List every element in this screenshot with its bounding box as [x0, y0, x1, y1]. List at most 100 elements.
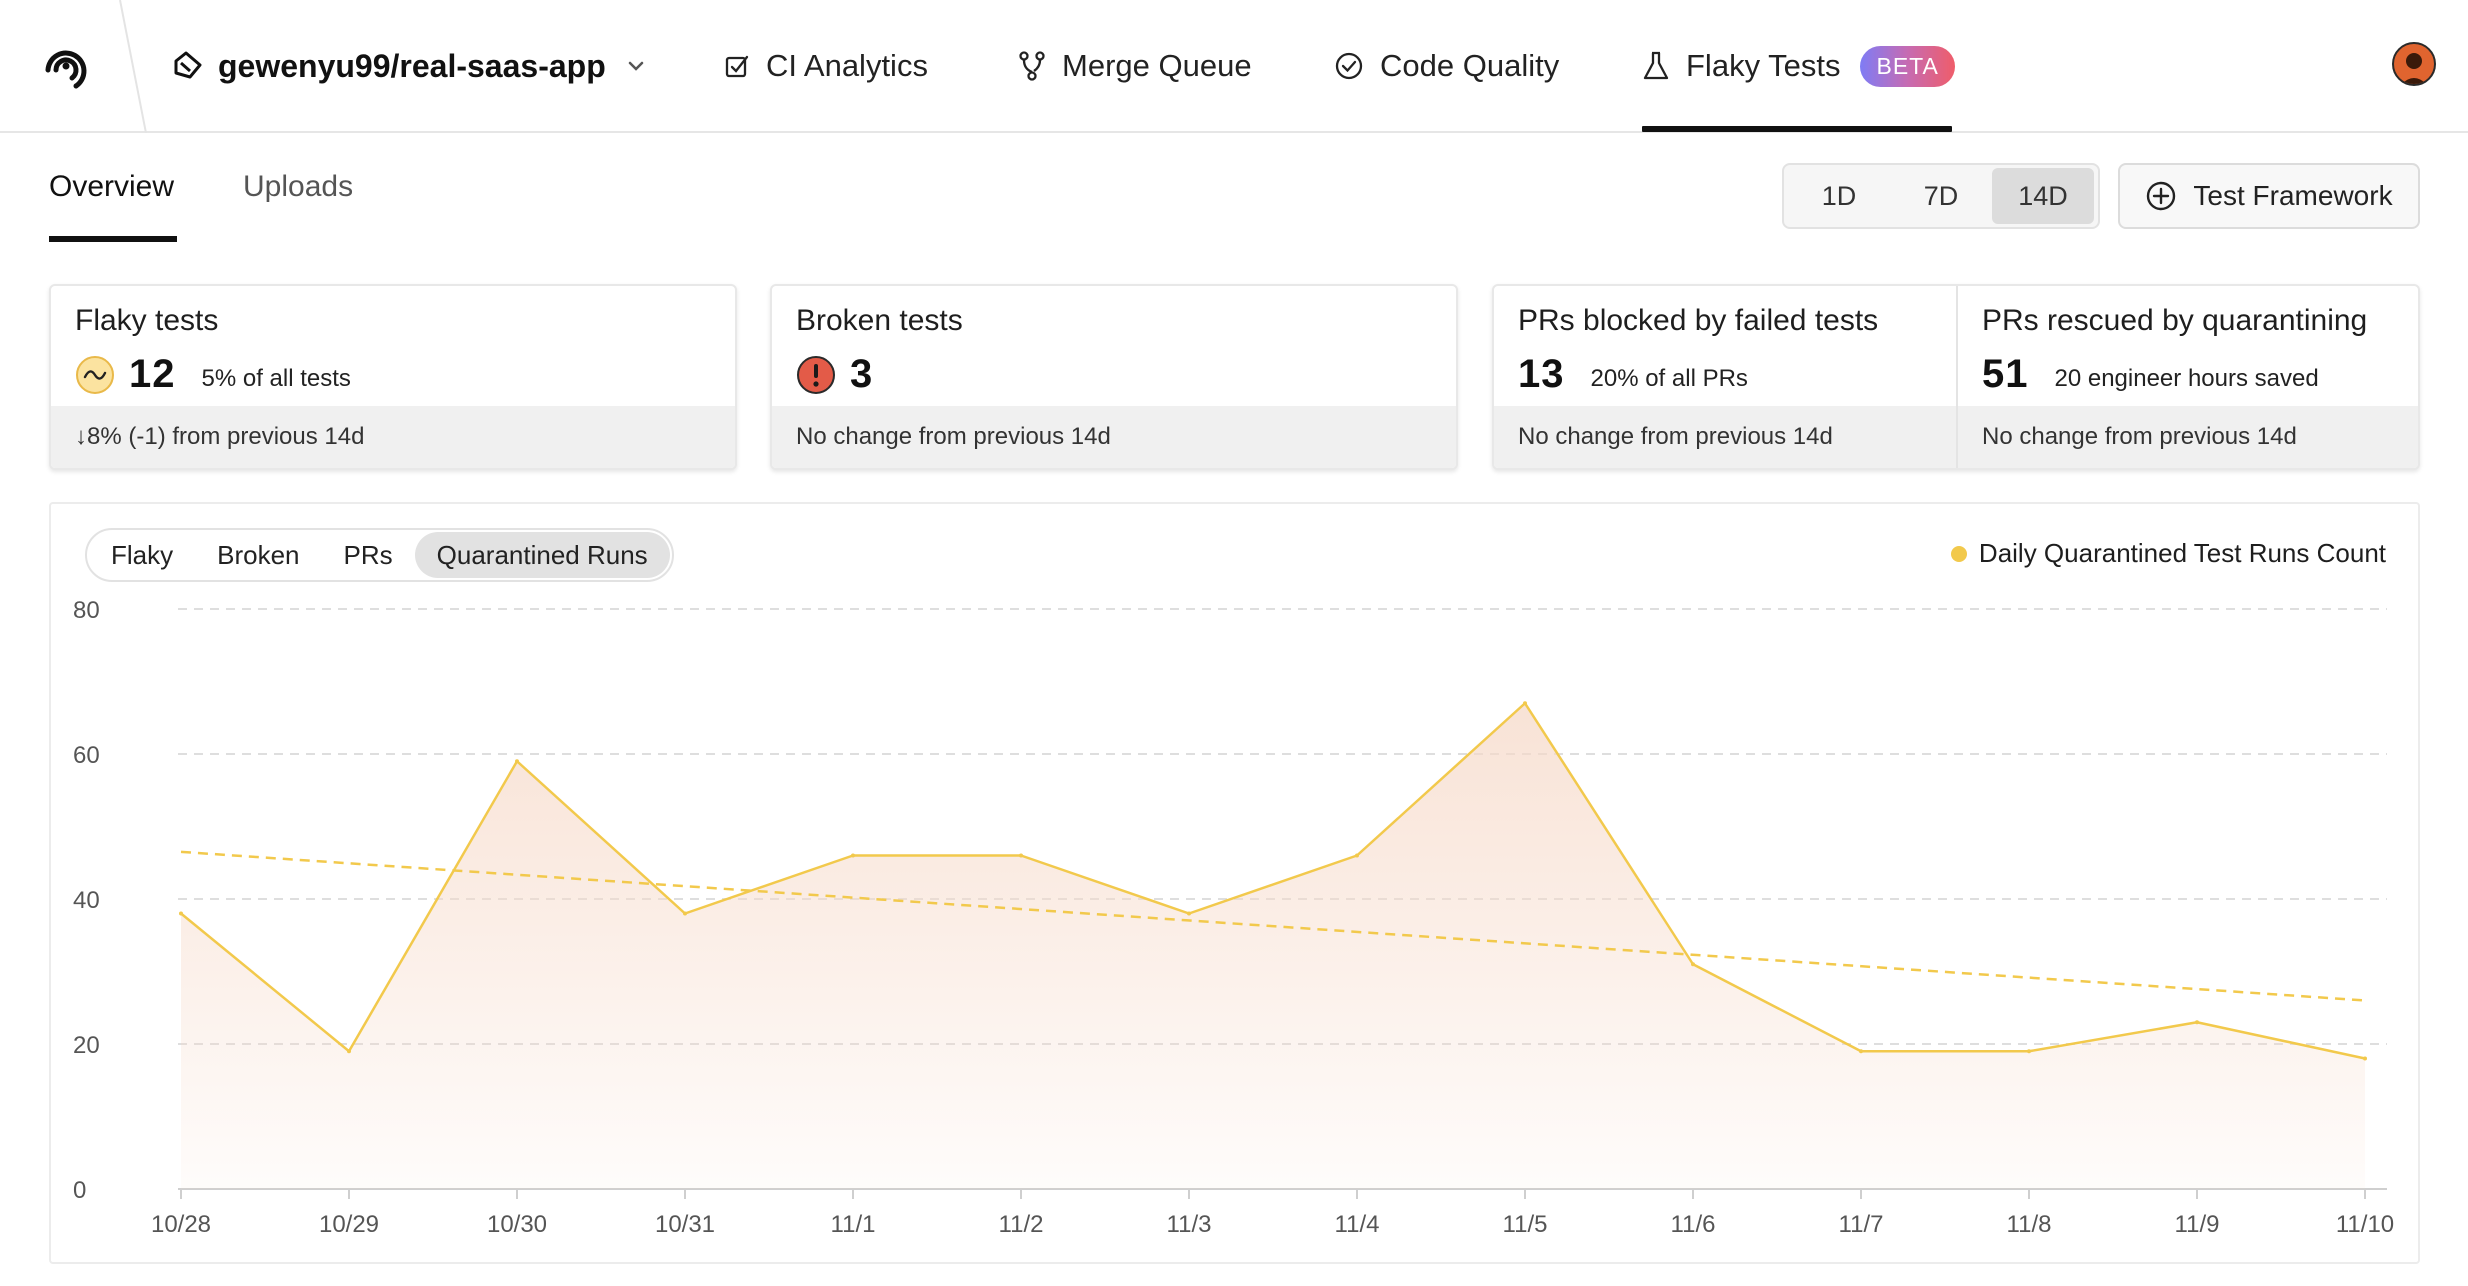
legend-label: Daily Quarantined Test Runs Count — [1978, 538, 2386, 568]
prs-blocked-sub: 20% of all PRs — [1590, 364, 1748, 392]
data-point — [347, 1049, 351, 1054]
prs-rescued-section: PRs rescued by quarantining 51 20 engine… — [1958, 286, 2418, 468]
flaky-tests-value-row: 12 5% of all tests — [75, 352, 351, 397]
flaky-tests-title: Flaky tests — [75, 304, 219, 337]
broken-tests-value: 3 — [850, 352, 874, 396]
y-tick-label: 20 — [73, 1032, 100, 1059]
prs-blocked-title: PRs blocked by failed tests — [1518, 304, 1879, 337]
test-framework-label: Test Framework — [2193, 180, 2393, 211]
data-point — [1187, 911, 1191, 916]
nav-flaky-tests-label: Flaky Tests — [1686, 48, 1841, 83]
y-tick-label: 0 — [73, 1177, 86, 1204]
flaky-wave-icon — [76, 355, 114, 394]
series-area — [181, 703, 2365, 1189]
chart-metric-selector: Flaky Broken PRs Quarantined Runs — [85, 528, 674, 582]
test-framework-button[interactable]: Test Framework — [2118, 163, 2420, 229]
tab-uploads[interactable]: Uploads — [243, 170, 354, 203]
prs-rescued-footer: No change from previous 14d — [1958, 406, 2418, 468]
chart-tab-prs[interactable]: PRs — [343, 539, 393, 570]
plus-circle-icon — [2147, 181, 2176, 211]
x-tick-label: 10/28 — [151, 1211, 211, 1238]
prs-blocked-value-row: 13 20% of all PRs — [1518, 352, 1748, 397]
avatar-icon — [2401, 53, 2427, 84]
range-14d-button[interactable]: 14D — [1992, 168, 2094, 224]
data-point — [179, 911, 183, 916]
x-tick-label: 11/8 — [2007, 1211, 2052, 1238]
quarantined-runs-chart: 0 20 40 60 80 10/28 10/29 10/30 10/31 11/1 11/2 11/… — [73, 597, 2394, 1238]
data-point — [1019, 853, 1023, 858]
x-tick-label: 11/9 — [2175, 1211, 2220, 1238]
repo-selector[interactable]: gewenyu99/real-saas-app — [170, 40, 646, 92]
x-tick-label: 11/6 — [1671, 1211, 1716, 1238]
y-tick-label: 40 — [73, 887, 100, 914]
data-point — [683, 911, 687, 916]
nav-ci-analytics-label: CI Analytics — [766, 48, 928, 83]
nav-code-quality-label: Code Quality — [1380, 48, 1560, 83]
x-tick-label: 11/2 — [999, 1211, 1044, 1238]
flaky-tests-footer: ↓8% (-1) from previous 14d — [51, 406, 735, 468]
beta-badge: BETA — [1860, 45, 1955, 87]
time-range-selector: 1D 7D 14D — [1782, 163, 2100, 229]
trendline — [180, 850, 2366, 1002]
flaky-tests-card[interactable]: Flaky tests 12 5% of all tests ↓8% (-1) … — [49, 284, 737, 470]
merge-icon — [1019, 51, 1045, 81]
repo-name: gewenyu99/real-saas-app — [218, 47, 606, 84]
alert-circle-icon — [797, 355, 835, 394]
prs-blocked-section: PRs blocked by failed tests 13 20% of al… — [1494, 286, 1958, 468]
broken-tests-title: Broken tests — [796, 304, 963, 337]
chevron-down-icon — [628, 61, 643, 71]
data-point — [1691, 962, 1695, 967]
pr-stats-card[interactable]: PRs blocked by failed tests 13 20% of al… — [1492, 284, 2420, 470]
check-circle-icon — [1335, 52, 1363, 80]
prs-rescued-sub: 20 engineer hours saved — [2054, 364, 2319, 392]
nav-merge-queue[interactable]: Merge Queue — [1018, 40, 1252, 92]
range-7d-button[interactable]: 7D — [1923, 180, 1959, 211]
flaky-tests-value: 12 — [129, 352, 176, 396]
broken-tests-card[interactable]: Broken tests 3 No change from previous 1… — [770, 284, 1458, 470]
logo-icon — [45, 50, 87, 89]
legend-swatch — [1950, 545, 1967, 562]
active-nav-underline — [1642, 126, 1952, 132]
chart-tab-quarantined-runs[interactable]: Quarantined Runs — [414, 532, 670, 578]
data-point — [1523, 701, 1527, 706]
flask-icon — [1643, 51, 1669, 80]
chart-legend: Daily Quarantined Test Runs Count — [1950, 538, 2386, 569]
nav-flaky-tests[interactable]: Flaky Tests BETA — [1642, 40, 1955, 92]
nav-merge-queue-label: Merge Queue — [1062, 48, 1252, 83]
x-tick-label: 10/29 — [319, 1211, 379, 1238]
broken-tests-footer: No change from previous 14d — [772, 406, 1456, 468]
prs-blocked-footer: No change from previous 14d — [1494, 406, 1956, 468]
prs-blocked-value: 13 — [1518, 352, 1565, 396]
x-tick-label: 11/4 — [1335, 1211, 1380, 1238]
nav-ci-analytics[interactable]: CI Analytics — [724, 40, 928, 92]
data-point — [2027, 1049, 2031, 1054]
data-point — [2363, 1056, 2367, 1061]
y-tick-label: 80 — [73, 597, 100, 624]
prs-rescued-value: 51 — [1982, 352, 2029, 396]
user-avatar[interactable] — [2392, 42, 2436, 86]
prs-rescued-value-row: 51 20 engineer hours saved — [1982, 352, 2319, 397]
active-tab-underline — [49, 236, 177, 242]
data-point — [1355, 853, 1359, 858]
x-tick-label: 11/7 — [1839, 1211, 1884, 1238]
data-point — [1859, 1049, 1863, 1054]
chart-tab-flaky[interactable]: Flaky — [111, 539, 174, 570]
x-tick-label: 11/3 — [1167, 1211, 1212, 1238]
chart-panel: 0 20 40 60 80 10/28 10/29 10/30 10/31 11/1 11/2 11/… — [49, 502, 2420, 1264]
x-tick-label: 11/1 — [831, 1211, 876, 1238]
range-1d-button[interactable]: 1D — [1821, 180, 1857, 211]
flaky-tests-sub: 5% of all tests — [201, 364, 351, 392]
data-point — [2195, 1020, 2199, 1025]
app-logo[interactable] — [36, 36, 96, 96]
data-point — [515, 759, 519, 764]
chart-tab-broken[interactable]: Broken — [217, 539, 300, 570]
y-tick-label: 60 — [73, 742, 100, 769]
nav-divider — [119, 0, 147, 133]
tab-overview[interactable]: Overview — [49, 170, 175, 203]
x-tick-label: 11/10 — [2336, 1211, 2394, 1238]
nav-code-quality[interactable]: Code Quality — [1334, 40, 1559, 92]
repo-icon — [174, 51, 202, 79]
prs-rescued-title: PRs rescued by quarantining — [1982, 304, 2368, 337]
x-tick-label: 10/31 — [655, 1211, 715, 1238]
data-point — [851, 853, 855, 858]
